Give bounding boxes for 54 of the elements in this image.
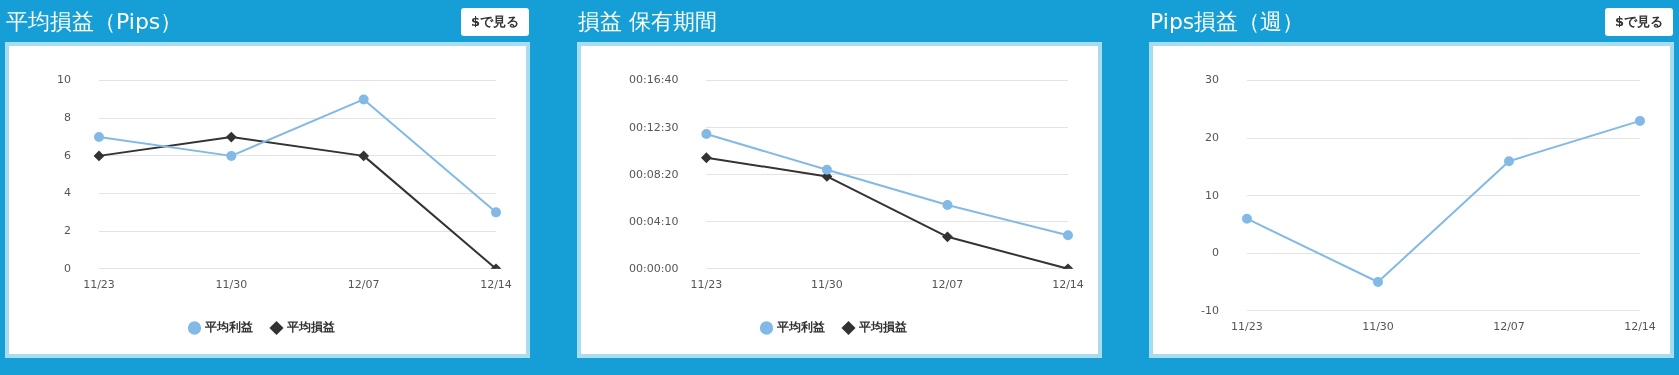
point [226,150,237,161]
y-tick-label: 00:04:10 [629,214,679,228]
y-tick-label: 00:16:40 [629,73,679,87]
y-tick-label: 10 [57,73,71,87]
y-tick-label: 10 [1204,188,1219,202]
point [226,132,237,143]
point [358,150,369,161]
y-tick-label: 00:08:20 [629,167,679,181]
y-tick-label: 00:00:00 [629,261,679,275]
x-tick-label: 11/30 [1362,320,1394,334]
text: $で見る [1604,8,1673,36]
x-tick-label: 11/30 [215,278,248,292]
chart-title: Pips損益（週） [1150,8,1305,36]
point [942,200,953,210]
legend-label: 平均利益 [775,320,825,335]
y-tick-label: 20 [1204,131,1219,145]
x-tick-label: 12/07 [931,278,964,292]
point [1063,230,1073,241]
point [1372,277,1383,288]
x-tick-label: 12/07 [1493,320,1525,334]
legend-label: 平均損益 [857,320,907,335]
legend-label: 平均利益 [203,320,253,335]
x-tick-label: 12/14 [1624,320,1656,334]
y-tick-label: 0 [64,261,71,275]
point [94,132,104,143]
chart-title: 損益 保有期間 [578,8,717,36]
y-tick-label: 4 [64,186,71,200]
point [701,152,712,163]
point [1503,156,1514,167]
y-tick-label: 0 [1211,246,1219,260]
legend-label: 平均損益 [285,320,335,335]
y-tick-label: 2 [64,224,71,238]
point [1635,115,1645,126]
y-tick-label: 8 [64,111,71,125]
x-tick-label: 12/14 [1052,278,1084,292]
x-tick-label: 12/07 [347,278,380,292]
x-tick-label: 12/14 [480,278,512,292]
point [821,164,832,175]
y-tick-label: 30 [1204,73,1219,87]
x-tick-label: 11/23 [83,278,115,292]
x-tick-label: 11/23 [1231,320,1263,334]
point [358,94,369,105]
y-tick-label: 00:12:30 [629,120,679,134]
text: $で見る [460,8,529,36]
chart-title: 平均損益（Pips） [6,8,183,36]
y-tick-label: -10 [1201,303,1219,317]
point [942,231,953,242]
point [701,129,712,140]
point [94,150,104,161]
point [491,207,501,218]
x-tick-label: 11/30 [811,278,843,292]
point [1241,213,1252,224]
y-tick-label: 6 [64,148,71,162]
x-tick-label: 11/23 [690,278,723,292]
